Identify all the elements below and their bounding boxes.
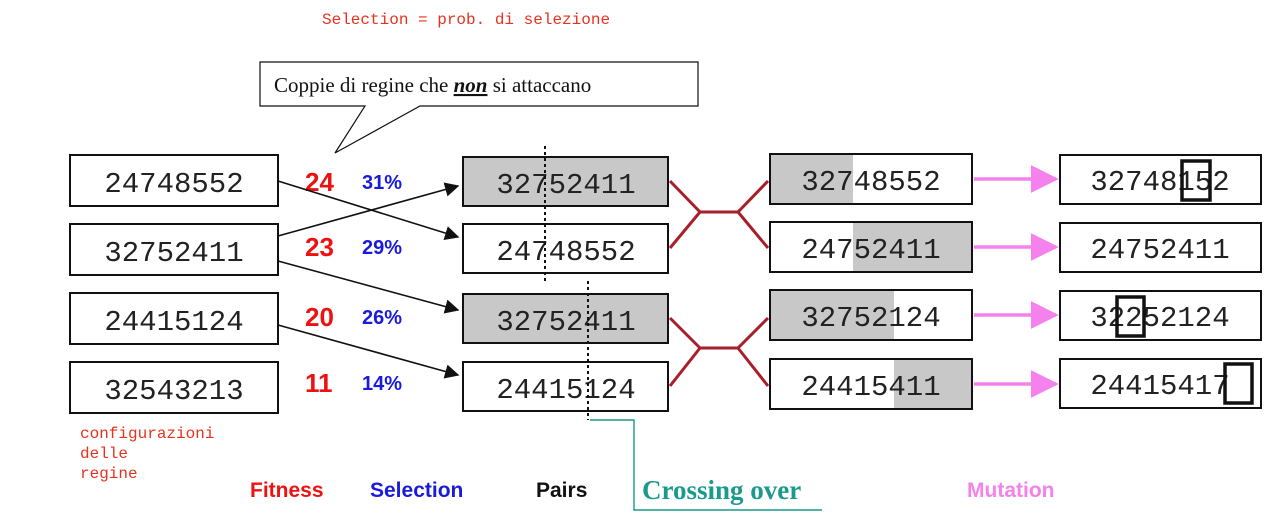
mutated-box-3 — [1059, 290, 1262, 341]
crossing-connector — [590, 419, 822, 511]
child-value-1: 32748552 — [801, 166, 940, 199]
population-note-line-2: delle — [80, 445, 128, 463]
crossing-symbol-1 — [668, 179, 770, 249]
fitness-column: 24 23 20 11 — [305, 167, 334, 398]
callout-prefix: Coppie di regine che — [274, 73, 454, 97]
population-box-2 — [69, 223, 279, 276]
child-value-2: 24752411 — [801, 234, 940, 267]
arrow-pop2-to-pair1 — [277, 182, 460, 237]
selection-value-2: 29% — [362, 237, 402, 259]
callout-suffix: si attaccano — [487, 73, 591, 97]
footer-crossing-over: Crossing over — [642, 475, 801, 505]
mutated-value-4: 24415417 — [1090, 370, 1229, 403]
child-value-3: 32752124 — [801, 302, 940, 335]
pair-box-1 — [462, 156, 669, 207]
pair-value-2: 24748552 — [496, 236, 635, 269]
child-shade-4 — [894, 360, 971, 408]
mutation-marker-4 — [1223, 362, 1254, 405]
population-value-4: 32543213 — [104, 375, 243, 408]
pair-box-2 — [462, 223, 669, 274]
pair-box-3 — [462, 293, 669, 344]
callout: Coppie di regine che non si attaccano — [259, 61, 699, 154]
mutated-box-4 — [1059, 358, 1262, 409]
arrow-pop2-to-pair3 — [277, 260, 460, 314]
pairs-column: 32752411 24748552 32752411 24415124 — [462, 156, 669, 412]
child-value-4: 24415411 — [801, 371, 940, 404]
selection-value-1: 31% — [362, 172, 402, 194]
mutated-value-3: 32252124 — [1090, 302, 1229, 335]
arrow-pop1-to-pair2 — [277, 180, 460, 241]
fitness-value-1: 24 — [305, 167, 334, 197]
crossing-symbol-2 — [668, 316, 770, 387]
population-box-3 — [69, 292, 279, 345]
selection-value-4: 14% — [362, 373, 402, 395]
population-note-line-3: regine — [80, 465, 138, 483]
footer-labels: Fitness Selection Pairs Crossing over Mu… — [250, 475, 1054, 505]
pair-value-4: 24415124 — [496, 374, 635, 407]
mutated-value-2: 24752411 — [1090, 234, 1229, 267]
fitness-value-2: 23 — [305, 232, 334, 262]
pair-value-3: 32752411 — [496, 306, 635, 339]
mutated-column: 32748152 24752411 32252124 24415417 — [1059, 154, 1262, 409]
footer-selection: Selection — [370, 479, 463, 502]
population-note-line-1: configurazioni — [80, 425, 214, 443]
header-note: Selection = prob. di selezione — [322, 11, 610, 29]
callout-emphasis: non — [454, 73, 488, 97]
footer-fitness: Fitness — [250, 479, 324, 502]
fitness-value-3: 20 — [305, 302, 334, 332]
mutated-box-2 — [1059, 222, 1262, 273]
population-note: configurazioni delle regine — [80, 425, 224, 483]
fitness-value-4: 11 — [305, 368, 333, 398]
population-column: 24748552 32752411 24415124 32543213 — [69, 154, 279, 414]
mutated-box-1 — [1059, 154, 1262, 205]
child-shade-1 — [771, 155, 853, 203]
selection-arrows — [277, 180, 460, 379]
selection-value-3: 26% — [362, 307, 402, 329]
pair-value-1: 32752411 — [496, 169, 635, 202]
arrow-pop3-to-pair4 — [277, 324, 460, 379]
callout-text: Coppie di regine che non si attaccano — [274, 73, 591, 97]
population-value-2: 32752411 — [104, 237, 243, 270]
child-shade-3 — [771, 291, 894, 339]
crossover-cuts — [544, 146, 589, 420]
mutation-arrows — [974, 165, 1059, 398]
footer-mutation: Mutation — [967, 479, 1054, 502]
population-box-1 — [69, 154, 279, 207]
mutated-value-1: 32748152 — [1090, 166, 1229, 199]
children-column: 32748552 24752411 32752124 24415411 — [769, 153, 973, 410]
population-box-4 — [69, 361, 279, 414]
mutation-marker-1 — [1180, 159, 1212, 202]
child-shade-2 — [853, 223, 971, 271]
selection-column: 31% 29% 26% 14% — [362, 172, 402, 395]
footer-pairs: Pairs — [536, 479, 587, 502]
population-value-3: 24415124 — [104, 306, 243, 339]
mutation-marker-3 — [1115, 295, 1146, 338]
crossing-symbols — [668, 179, 770, 387]
pair-box-4 — [462, 361, 669, 412]
population-value-1: 24748552 — [104, 168, 243, 201]
